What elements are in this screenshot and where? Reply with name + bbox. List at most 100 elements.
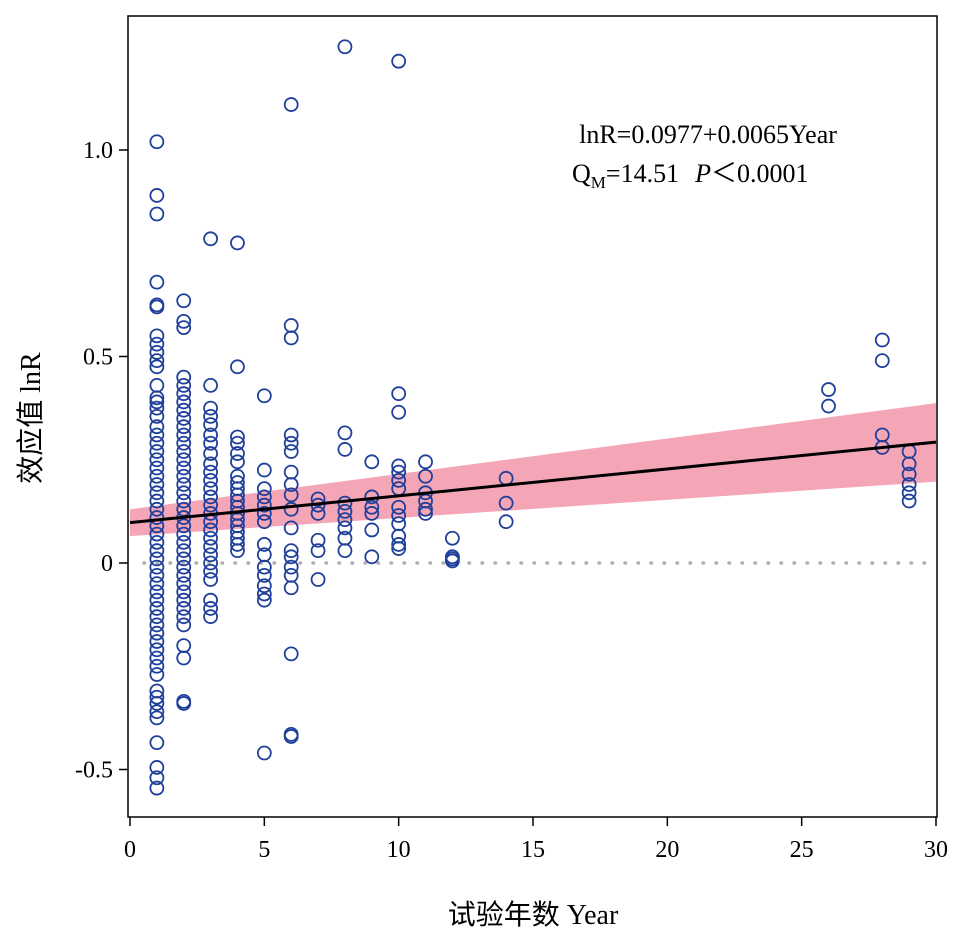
data-point xyxy=(821,382,836,397)
data-point xyxy=(149,634,165,649)
data-point xyxy=(498,495,514,511)
data-point xyxy=(283,435,299,451)
data-point xyxy=(149,378,165,393)
data-point xyxy=(149,336,165,352)
data-point xyxy=(149,477,165,492)
y-axis: -0.5 0 0.5 1.0 xyxy=(75,138,128,784)
data-point xyxy=(256,462,272,478)
data-point xyxy=(176,534,192,550)
data-point xyxy=(149,510,165,525)
data-point xyxy=(176,320,192,335)
data-point xyxy=(203,378,219,393)
data-point xyxy=(391,404,407,420)
data-point xyxy=(283,543,299,559)
data-point xyxy=(149,650,165,666)
x-tick-label: 15 xyxy=(521,837,545,863)
x-axis-title: 试验年数 Year xyxy=(448,899,619,931)
x-tick-label: 20 xyxy=(655,837,679,863)
data-point xyxy=(203,231,219,247)
data-point xyxy=(149,576,165,592)
data-point xyxy=(149,485,165,501)
data-point xyxy=(176,402,192,418)
data-point xyxy=(203,547,219,563)
data-point xyxy=(391,541,407,556)
data-point xyxy=(256,514,272,530)
data-point xyxy=(337,425,353,441)
data-point xyxy=(149,427,165,443)
data-point xyxy=(203,609,219,625)
data-point xyxy=(149,609,165,625)
data-point xyxy=(203,539,219,554)
data-point xyxy=(203,464,219,480)
data-point xyxy=(874,332,890,348)
data-point xyxy=(149,274,165,290)
data-point xyxy=(149,206,165,222)
data-point xyxy=(149,299,165,315)
data-point xyxy=(149,780,165,796)
regression-line-layer xyxy=(129,440,937,525)
data-point xyxy=(176,567,192,583)
data-point xyxy=(203,497,219,513)
data-point xyxy=(149,501,165,517)
data-point xyxy=(203,555,219,571)
data-point xyxy=(283,330,299,346)
data-point xyxy=(149,625,165,641)
data-point xyxy=(149,344,165,360)
data-point xyxy=(176,650,192,666)
data-point xyxy=(283,549,299,565)
data-point xyxy=(149,400,165,416)
data-point xyxy=(901,493,917,509)
data-point xyxy=(149,419,165,435)
data-point xyxy=(176,313,192,329)
data-point xyxy=(310,491,326,507)
data-point xyxy=(230,435,245,451)
data-point xyxy=(283,729,299,744)
data-point xyxy=(364,549,380,565)
data-point xyxy=(391,464,407,480)
data-point xyxy=(901,477,917,492)
data-point xyxy=(149,359,165,375)
data-point xyxy=(203,435,219,451)
p-value: ＜0.0001 xyxy=(711,159,809,188)
data-point xyxy=(283,477,299,492)
data-point xyxy=(283,567,299,583)
data-point xyxy=(176,386,192,402)
data-point xyxy=(149,710,165,726)
data-point xyxy=(203,572,219,587)
data-point xyxy=(149,617,165,633)
data-point xyxy=(391,386,407,402)
data-point xyxy=(176,638,192,653)
x-tick-label: 10 xyxy=(387,837,411,863)
data-point xyxy=(498,514,514,530)
y-tick-label: -0.5 xyxy=(75,758,113,784)
data-point xyxy=(149,760,165,775)
data-point xyxy=(391,516,407,532)
data-point xyxy=(176,460,192,476)
y-tick-label: 1.0 xyxy=(83,138,113,164)
data-point xyxy=(203,472,219,488)
data-point xyxy=(256,586,272,602)
y-tick-label: 0.5 xyxy=(83,345,113,371)
data-point xyxy=(310,506,326,521)
data-point xyxy=(149,394,165,410)
data-point xyxy=(256,537,272,552)
data-point xyxy=(176,485,192,501)
data-point xyxy=(391,53,407,69)
data-point xyxy=(203,601,219,616)
data-point xyxy=(149,559,165,575)
qm-subscript: M xyxy=(591,173,606,192)
data-point xyxy=(901,485,917,501)
data-point xyxy=(256,506,272,521)
data-point xyxy=(364,522,380,538)
data-point xyxy=(149,444,165,459)
data-point xyxy=(283,580,299,596)
data-point xyxy=(203,592,219,608)
regression-equation: lnR=0.0977+0.0065Year xyxy=(579,120,837,149)
x-axis: 0 5 10 15 20 25 30 xyxy=(124,817,948,863)
data-point xyxy=(391,499,407,515)
x-tick-label: 0 xyxy=(124,837,136,863)
confidence-band-layer xyxy=(130,403,936,537)
data-point xyxy=(149,770,165,786)
data-point xyxy=(149,353,165,369)
data-point xyxy=(176,435,192,451)
